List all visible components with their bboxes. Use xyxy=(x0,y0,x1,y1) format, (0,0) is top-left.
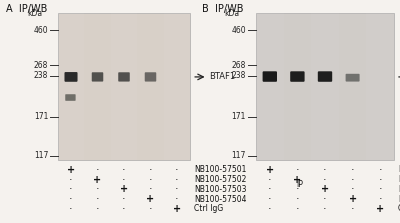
Text: ·: · xyxy=(175,184,179,194)
Text: ·: · xyxy=(96,165,99,175)
Text: 268: 268 xyxy=(232,60,246,70)
Text: ·: · xyxy=(351,184,354,194)
Text: ·: · xyxy=(323,194,327,204)
Text: +: + xyxy=(146,194,154,204)
FancyBboxPatch shape xyxy=(346,74,360,82)
Text: ·: · xyxy=(175,175,179,185)
Text: ·: · xyxy=(69,204,73,214)
Text: ·: · xyxy=(96,184,99,194)
Text: BTAF1: BTAF1 xyxy=(210,72,236,81)
Bar xyxy=(311,13,339,160)
FancyBboxPatch shape xyxy=(318,71,332,82)
Text: ·: · xyxy=(149,165,152,175)
Text: ·: · xyxy=(122,175,126,185)
Text: 238: 238 xyxy=(34,71,48,80)
Text: 171: 171 xyxy=(34,112,48,122)
Text: 238: 238 xyxy=(232,71,246,80)
Text: ·: · xyxy=(268,175,272,185)
Text: ·: · xyxy=(122,204,126,214)
Text: +: + xyxy=(376,204,384,214)
Text: NB100-57502: NB100-57502 xyxy=(398,175,400,184)
Text: +: + xyxy=(266,165,274,175)
Text: ·: · xyxy=(296,165,299,175)
Text: ·: · xyxy=(69,175,73,185)
Text: ·: · xyxy=(175,165,179,175)
Text: ·: · xyxy=(378,184,382,194)
FancyBboxPatch shape xyxy=(118,72,130,82)
Bar xyxy=(58,13,190,160)
Text: Ctrl IgG: Ctrl IgG xyxy=(194,204,223,213)
Bar xyxy=(366,13,394,160)
FancyBboxPatch shape xyxy=(65,94,76,101)
Text: kDa: kDa xyxy=(224,9,240,18)
Text: ·: · xyxy=(296,204,299,214)
Text: ·: · xyxy=(69,184,73,194)
Text: ·: · xyxy=(351,165,354,175)
Text: NB100-57501: NB100-57501 xyxy=(194,165,246,174)
Text: +: + xyxy=(120,184,128,194)
Text: +: + xyxy=(321,184,329,194)
Text: 460: 460 xyxy=(231,26,246,35)
Text: ·: · xyxy=(149,204,152,214)
Text: Ctrl IgG: Ctrl IgG xyxy=(398,204,400,213)
Bar xyxy=(137,13,164,160)
Text: ·: · xyxy=(69,194,73,204)
Text: ·: · xyxy=(323,175,327,185)
FancyBboxPatch shape xyxy=(290,71,305,82)
Text: ·: · xyxy=(296,194,299,204)
Text: A  IP/WB: A IP/WB xyxy=(6,4,47,14)
Text: NB100-57504: NB100-57504 xyxy=(194,195,246,204)
Text: ·: · xyxy=(96,204,99,214)
Bar xyxy=(164,13,190,160)
Text: ·: · xyxy=(351,204,354,214)
Text: ·: · xyxy=(149,175,152,185)
Text: NB100-57504: NB100-57504 xyxy=(398,195,400,204)
Text: ·: · xyxy=(323,204,327,214)
Text: ·: · xyxy=(122,165,126,175)
Text: ·: · xyxy=(268,204,272,214)
Bar xyxy=(256,13,284,160)
Text: +: + xyxy=(348,194,357,204)
Text: ·: · xyxy=(296,184,299,194)
Bar xyxy=(58,13,84,160)
Text: 117: 117 xyxy=(232,151,246,160)
Text: ·: · xyxy=(149,184,152,194)
FancyBboxPatch shape xyxy=(145,72,156,82)
Text: 171: 171 xyxy=(232,112,246,122)
Bar xyxy=(84,13,111,160)
Text: 117: 117 xyxy=(34,151,48,160)
Text: IP: IP xyxy=(296,180,303,189)
Text: ·: · xyxy=(122,194,126,204)
Bar xyxy=(256,13,394,160)
Text: ·: · xyxy=(175,194,179,204)
Text: ·: · xyxy=(378,175,382,185)
Bar xyxy=(339,13,366,160)
Bar xyxy=(111,13,137,160)
Text: kDa: kDa xyxy=(27,9,42,18)
Text: NB100-57503: NB100-57503 xyxy=(398,185,400,194)
Text: ·: · xyxy=(378,194,382,204)
Text: +: + xyxy=(173,204,181,214)
Text: +: + xyxy=(94,175,102,185)
Text: +: + xyxy=(67,165,75,175)
Text: NB100-57503: NB100-57503 xyxy=(194,185,246,194)
Text: ·: · xyxy=(323,165,327,175)
FancyBboxPatch shape xyxy=(64,72,78,82)
Text: NB100-57501: NB100-57501 xyxy=(398,165,400,174)
Text: ·: · xyxy=(268,184,272,194)
FancyBboxPatch shape xyxy=(92,72,103,82)
Text: ·: · xyxy=(351,175,354,185)
Text: 460: 460 xyxy=(34,26,48,35)
Text: ·: · xyxy=(96,194,99,204)
Text: NB100-57502: NB100-57502 xyxy=(194,175,246,184)
Text: ·: · xyxy=(268,194,272,204)
Text: 268: 268 xyxy=(34,60,48,70)
Text: B  IP/WB: B IP/WB xyxy=(202,4,244,14)
FancyBboxPatch shape xyxy=(263,71,277,82)
Text: +: + xyxy=(293,175,302,185)
Bar xyxy=(284,13,311,160)
Text: ·: · xyxy=(378,165,382,175)
